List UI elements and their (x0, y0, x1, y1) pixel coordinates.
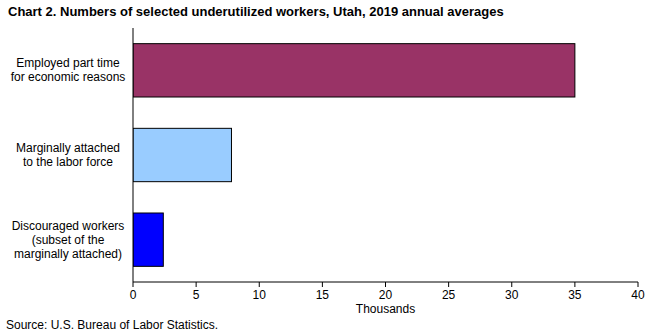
category-label: Discouraged workers(subset of themargina… (12, 219, 125, 261)
tick-mark (196, 282, 197, 287)
category-label-line: Marginally attached (16, 141, 120, 155)
category-label: Employed part timefor economic reasons (11, 56, 126, 84)
tick-mark (133, 282, 134, 287)
chart-container: Chart 2. Numbers of selected underutiliz… (0, 0, 670, 336)
tick-label: 10 (253, 288, 267, 302)
y-axis: Employed part timefor economic reasons Ma… (11, 56, 126, 260)
tick-label: 40 (631, 288, 645, 302)
tick-mark (638, 282, 639, 287)
category-label-line: marginally attached) (14, 247, 122, 261)
tick-label: 20 (379, 288, 393, 302)
tick-mark (385, 282, 386, 287)
bars (133, 44, 575, 267)
source-note: Source: U.S. Bureau of Labor Statistics. (6, 318, 218, 332)
tick-mark (448, 282, 449, 287)
tick-label: 0 (130, 288, 137, 302)
tick-label: 35 (568, 288, 582, 302)
tick-mark (511, 282, 512, 287)
tick-label: 30 (505, 288, 519, 302)
bar (133, 213, 163, 266)
x-axis-label: Thousands (356, 302, 415, 316)
category-label-line: (subset of the (32, 233, 105, 247)
category-label-line: to the labor force (23, 155, 113, 169)
tick-label: 15 (316, 288, 330, 302)
y-axis-line (133, 28, 134, 282)
background (0, 0, 670, 336)
tick-mark (322, 282, 323, 287)
title: Chart 2. Numbers of selected underutiliz… (8, 4, 504, 19)
category-label-line: for economic reasons (11, 70, 126, 84)
bar (133, 128, 231, 181)
category-label-line: Discouraged workers (12, 219, 125, 233)
tick-mark (259, 282, 260, 287)
x-axis-line (133, 282, 638, 283)
chart-svg: Chart 2. Numbers of selected underutiliz… (0, 0, 670, 336)
tick-label: 5 (193, 288, 200, 302)
category-label-line: Employed part time (16, 56, 120, 70)
x-axis: 0 5 10 15 20 25 30 35 40 (130, 282, 645, 302)
tick-label: 25 (442, 288, 456, 302)
bar (133, 44, 575, 97)
tick-mark (574, 282, 575, 287)
category-label: Marginally attachedto the labor force (16, 141, 120, 169)
